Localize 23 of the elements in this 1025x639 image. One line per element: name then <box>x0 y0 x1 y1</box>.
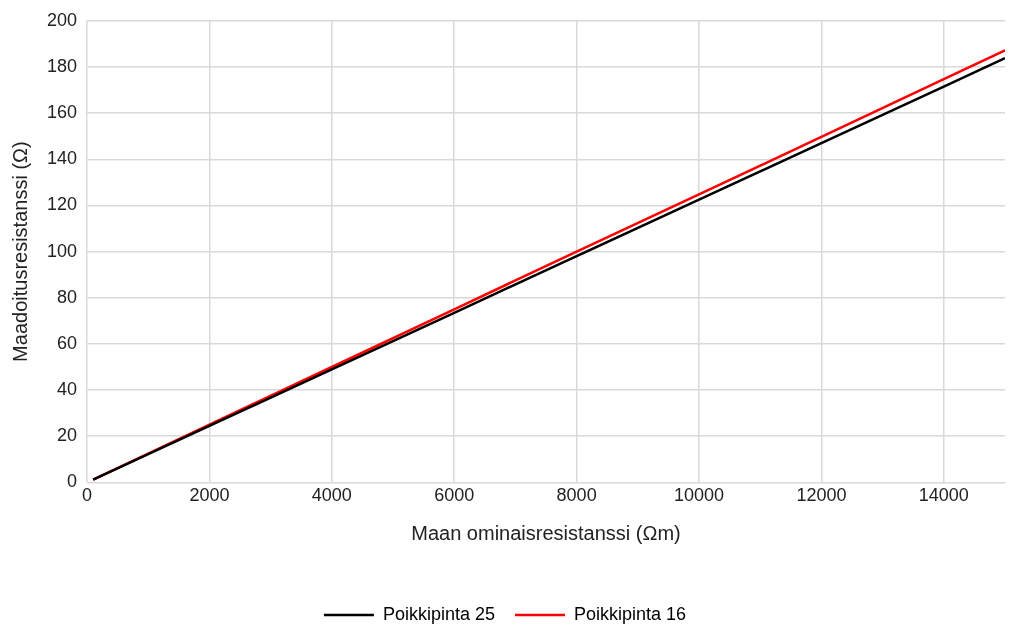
x-tick-label: 8000 <box>556 485 597 506</box>
x-axis-title: Maan ominaisresistanssi (Ωm) <box>411 521 681 544</box>
y-tick-label: 140 <box>46 148 78 169</box>
y-tick-label: 180 <box>46 55 78 76</box>
y-tick-label: 0 <box>67 471 78 492</box>
legend-label: Poikkipinta 16 <box>574 603 687 624</box>
y-tick-label: 40 <box>57 379 78 400</box>
y-tick-label: 20 <box>57 425 78 446</box>
x-tick-label: 12000 <box>796 485 847 506</box>
y-tick-label: 120 <box>46 194 78 215</box>
y-tick-label: 160 <box>46 102 78 123</box>
y-axis-title: Maadoitusresistanssi (Ω) <box>8 141 31 362</box>
x-tick-label: 2000 <box>189 485 230 506</box>
legend-label: Poikkipinta 25 <box>382 603 496 624</box>
y-tick-label: 100 <box>46 240 78 261</box>
y-tick-label: 80 <box>57 286 78 307</box>
x-tick-label: 4000 <box>311 485 352 506</box>
y-tick-label: 200 <box>46 9 78 30</box>
x-tick-label: 0 <box>82 485 93 506</box>
x-tick-label: 10000 <box>673 485 725 506</box>
x-tick-label: 14000 <box>918 485 969 506</box>
y-tick-label: 60 <box>57 332 78 353</box>
x-tick-label: 6000 <box>434 485 475 506</box>
